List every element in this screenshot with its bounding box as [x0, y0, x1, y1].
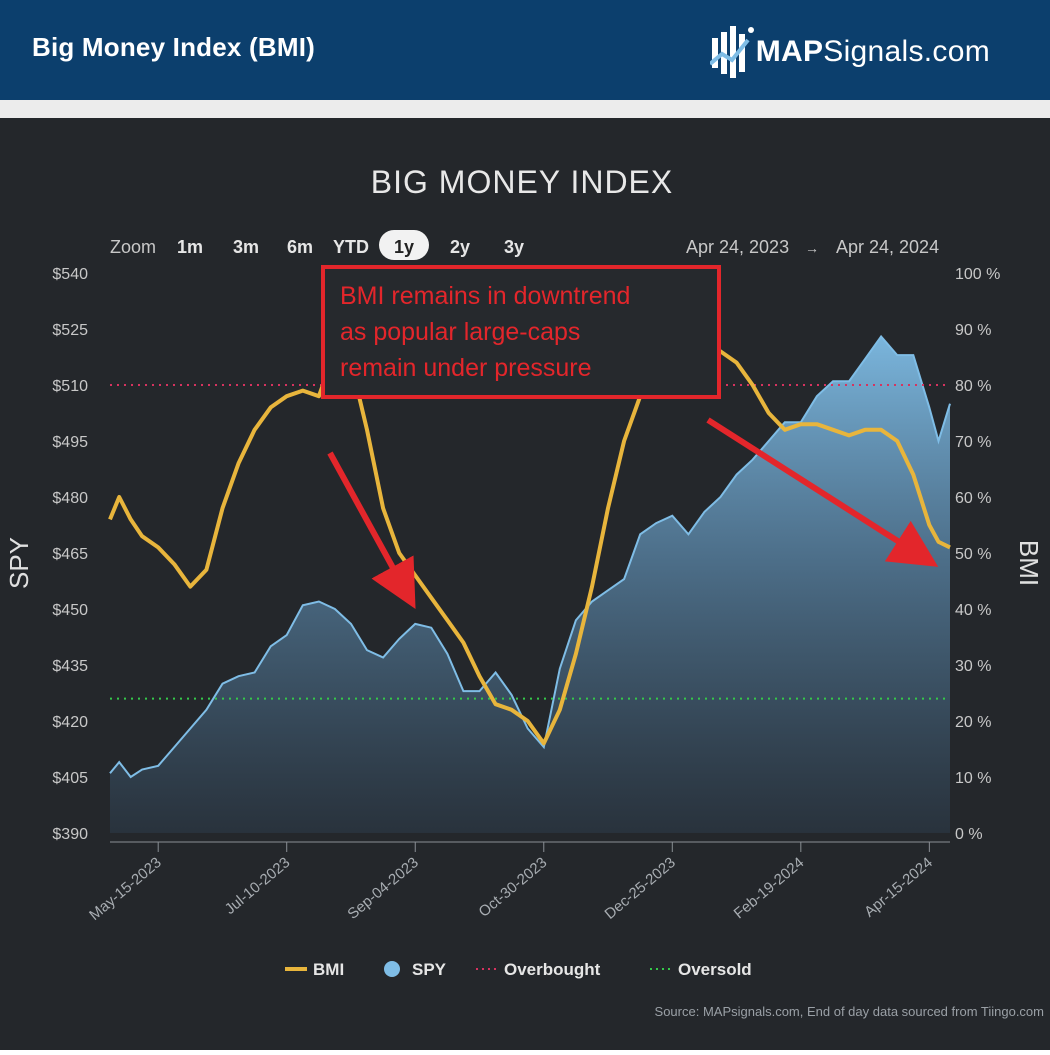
x-tick-label: Dec-25-2023: [602, 854, 679, 923]
chart-title: BIG MONEY INDEX: [371, 164, 673, 200]
zoom-button-label: 6m: [287, 237, 313, 257]
zoom-button-3y[interactable]: 3y: [504, 237, 524, 257]
y-left-tick-label: $450: [52, 602, 88, 619]
y-left-tick-label: $540: [52, 266, 88, 283]
brand-logo: MAPSignals.com: [709, 22, 990, 82]
separator-strip: [0, 100, 1050, 118]
legend-label: Oversold: [678, 960, 752, 979]
plot-area: [108, 327, 951, 833]
y-right-tick-label: 30 %: [955, 658, 991, 675]
x-tick-label: May-15-2023: [86, 854, 165, 924]
range-toolbar: Zoom 1m 3m 6m YTD 1y 2y 3y Apr 24, 2023 → Apr …: [110, 230, 939, 260]
x-tick-label: Oct-30-2023: [476, 854, 551, 921]
legend-item-bmi[interactable]: BMI: [285, 960, 344, 979]
y-axis-right-title: BMI: [1014, 540, 1044, 586]
y-right-tick-label: 20 %: [955, 714, 991, 731]
brand-name: MAPSignals.com: [755, 35, 990, 68]
y-right-tick-label: 80 %: [955, 378, 991, 395]
zoom-label: Zoom: [110, 237, 156, 257]
legend-label: SPY: [412, 960, 447, 979]
range-to[interactable]: Apr 24, 2024: [836, 237, 939, 257]
spy-area: [110, 336, 950, 833]
zoom-button-label: 1y: [394, 237, 414, 257]
y-right-tick-label: 90 %: [955, 322, 991, 339]
zoom-button-label: 3m: [233, 237, 259, 257]
annotation-arrow-left: [327, 451, 416, 610]
annotation-box: BMI remains in downtrend as popular larg…: [321, 265, 721, 399]
spy-line: [109, 334, 951, 779]
page-header: Big Money Index (BMI) MAPSignals.com: [0, 0, 1050, 100]
x-tick-label: Jul-10-2023: [222, 854, 294, 918]
y-right-tick-label: 10 %: [955, 770, 991, 787]
y-left-tick-label: $435: [52, 658, 88, 675]
zoom-button-1m[interactable]: 1m: [177, 237, 203, 257]
annotation-arrow-right: [706, 417, 939, 567]
bmi-line: [108, 327, 951, 746]
annotation-line-2: as popular large-caps: [340, 318, 580, 346]
y-left-tick-label: $390: [52, 826, 88, 843]
zoom-button-3m[interactable]: 3m: [233, 237, 259, 257]
y-axis-left-title: SPY: [4, 537, 34, 589]
legend-item-overbought[interactable]: Overbought: [476, 960, 601, 979]
mapsignals-logo-icon: [709, 26, 754, 78]
legend: BMI SPY Overbought Oversold: [285, 960, 752, 979]
x-tick-label: Sep-04-2023: [344, 854, 421, 923]
zoom-button-label: 3y: [504, 237, 524, 257]
range-arrow-icon: →: [805, 240, 819, 256]
y-right-tick-label: 70 %: [955, 434, 991, 451]
page-title: Big Money Index (BMI): [32, 32, 315, 62]
x-tick-label: Apr-15-2024: [861, 854, 936, 921]
zoom-button-label: YTD: [333, 237, 369, 257]
x-tick-label: Feb-19-2024: [731, 854, 808, 922]
y-right-tick-label: 100 %: [955, 266, 1000, 283]
y-left-tick-label: $405: [52, 770, 88, 787]
zoom-button-6m[interactable]: 6m: [287, 237, 313, 257]
legend-label: BMI: [313, 960, 344, 979]
zoom-button-label: 2y: [450, 237, 470, 257]
y-left-tick-label: $495: [52, 434, 88, 451]
annotation-line-1: BMI remains in downtrend: [340, 282, 630, 310]
y-left-tick-label: $525: [52, 322, 88, 339]
legend-item-oversold[interactable]: Oversold: [650, 960, 752, 979]
y-left-tick-label: $510: [52, 378, 88, 395]
legend-item-spy[interactable]: SPY: [384, 960, 447, 979]
y-left-tick-label: $480: [52, 490, 88, 507]
zoom-button-label: 1m: [177, 237, 203, 257]
source-note: Source: MAPsignals.com, End of day data …: [655, 1004, 1044, 1019]
annotation-line-3: remain under pressure: [340, 354, 592, 382]
y-right-tick-label: 0 %: [955, 826, 983, 843]
legend-label: Overbought: [504, 960, 601, 979]
chart-panel: BIG MONEY INDEX Zoom 1m 3m 6m YTD 1y 2y 3y Apr…: [0, 118, 1050, 1050]
y-left-tick-label: $465: [52, 546, 88, 563]
y-right-tick-label: 60 %: [955, 490, 991, 507]
bmi-chart: BIG MONEY INDEX Zoom 1m 3m 6m YTD 1y 2y 3y Apr…: [4, 164, 1044, 1019]
y-left-tick-label: $420: [52, 714, 88, 731]
y-right-tick-label: 50 %: [955, 546, 991, 563]
zoom-button-ytd[interactable]: YTD: [333, 237, 369, 257]
legend-swatch: [384, 961, 400, 977]
y-right-tick-label: 40 %: [955, 602, 991, 619]
zoom-button-1y[interactable]: 1y: [379, 230, 429, 260]
range-from[interactable]: Apr 24, 2023: [686, 237, 789, 257]
zoom-button-2y[interactable]: 2y: [450, 237, 470, 257]
